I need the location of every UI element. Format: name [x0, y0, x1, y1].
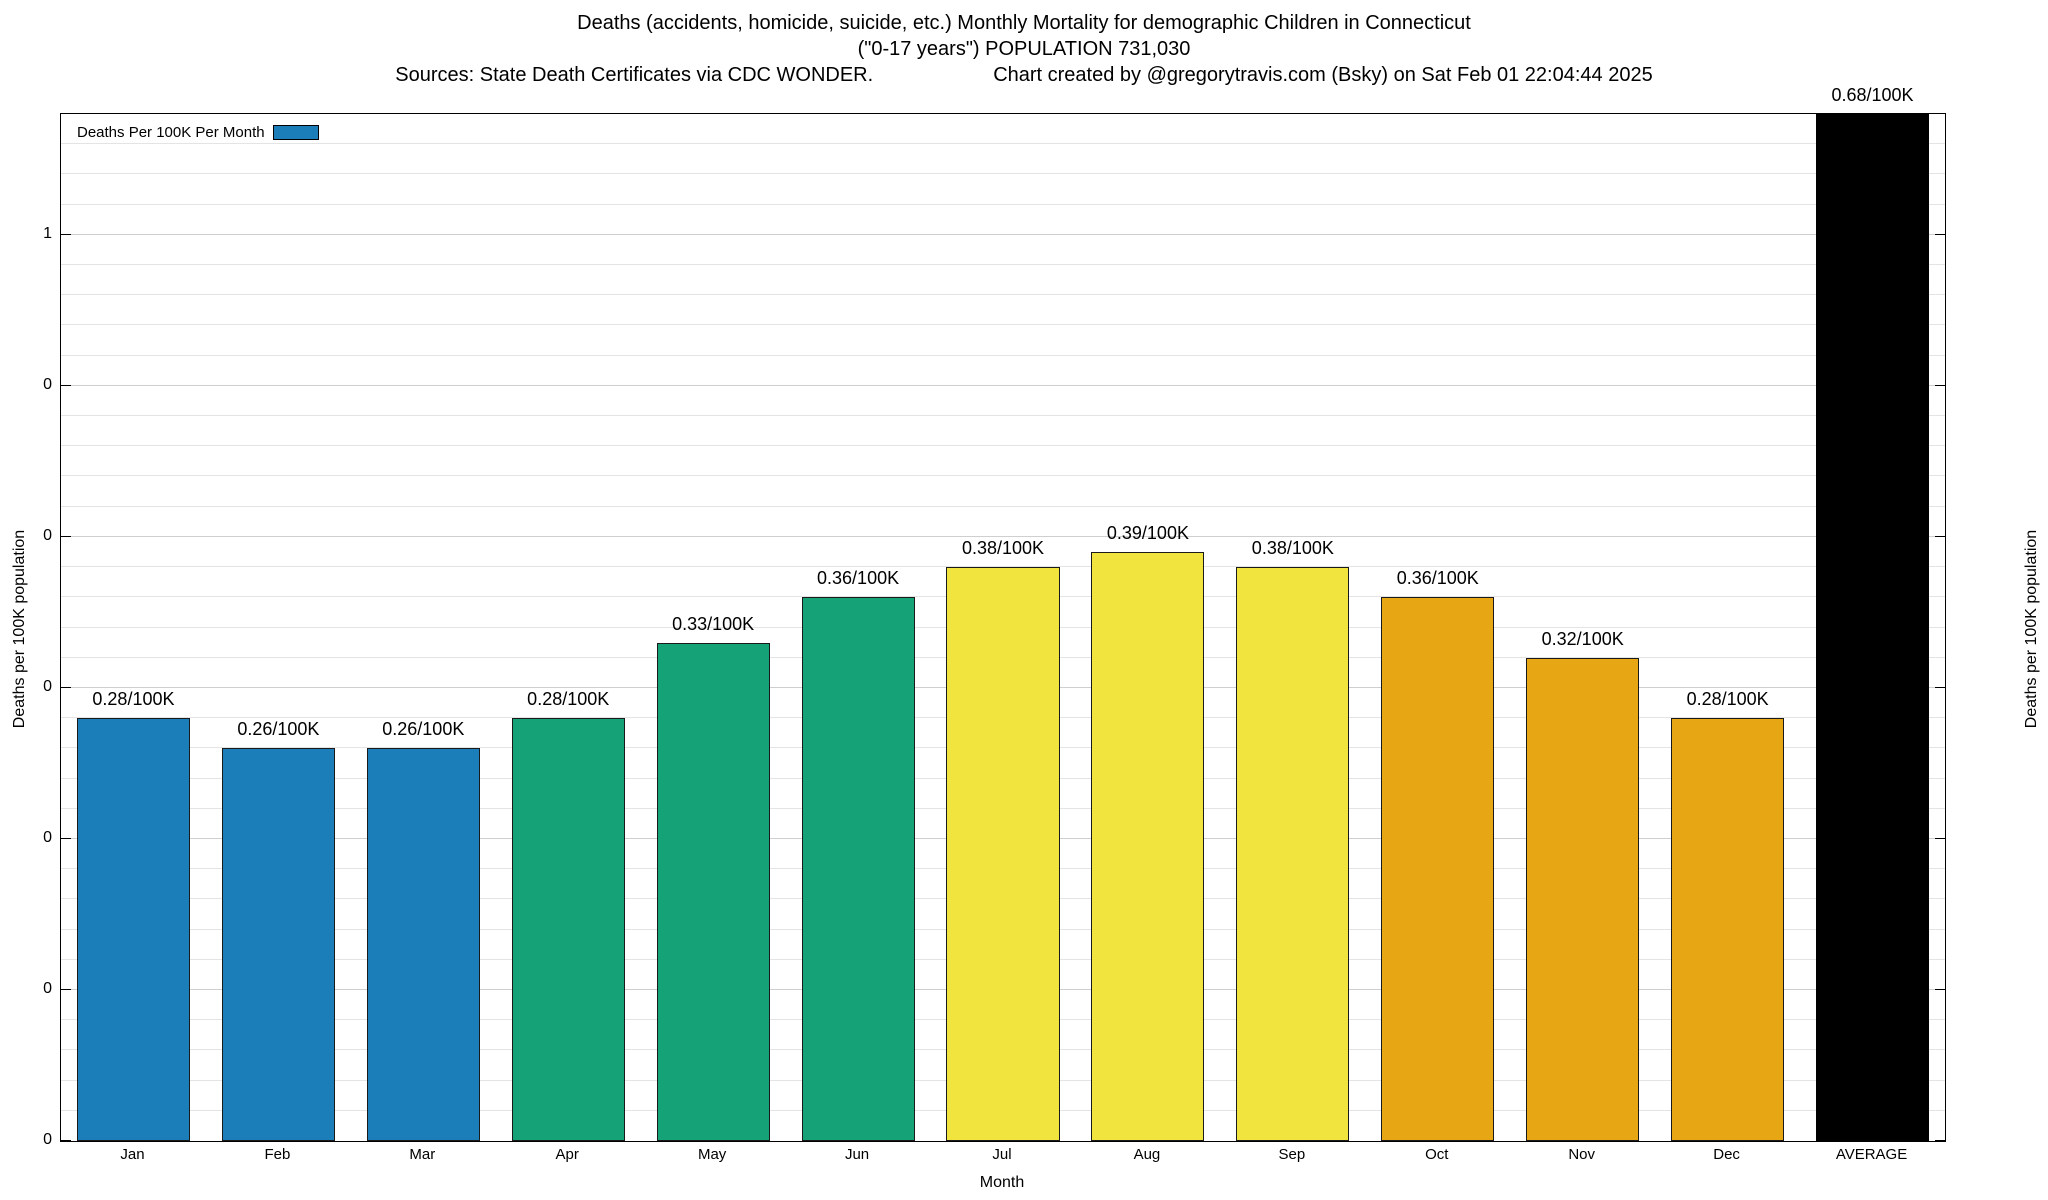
bar-mar: [366, 748, 480, 1141]
y-axis-tick: [61, 686, 71, 688]
chart-byline: Sources: State Death Certificates via CD…: [0, 62, 2048, 88]
minor-gridline: [61, 143, 1945, 145]
x-tick-label-mar: Mar: [409, 1146, 436, 1163]
minor-gridline: [61, 173, 1945, 175]
bar-dec: [1671, 718, 1785, 1141]
y-axis-tick: [61, 535, 71, 537]
bar-value-label-aug: 0.39/100K: [1106, 523, 1189, 543]
bar-value-label-mar: 0.26/100K: [382, 719, 465, 740]
legend-swatch: [272, 125, 319, 140]
bar-value-label-feb: 0.26/100K: [237, 719, 320, 740]
y-axis-label-right: Deaths per 100K population: [2023, 529, 2040, 729]
x-axis-label: Month: [979, 1174, 1025, 1191]
major-gridline: [61, 384, 1945, 386]
bar-aug: [1091, 552, 1205, 1141]
y-axis-tick-label: 1: [43, 224, 52, 242]
x-tick-label-dec: Dec: [1713, 1146, 1740, 1163]
bar-value-label-jan: 0.28/100K: [92, 689, 175, 710]
y-axis-tick-label: 0: [43, 677, 52, 695]
x-tick-label-jun: Jun: [844, 1146, 870, 1163]
chart-titles: Deaths (accidents, homicide, suicide, et…: [0, 10, 2048, 88]
minor-gridline: [61, 264, 1945, 266]
y-axis-tick: [61, 233, 71, 235]
y-axis-tick: [1935, 988, 1945, 990]
minor-gridline: [61, 294, 1945, 296]
x-tick-label-jan: Jan: [120, 1146, 145, 1163]
y-axis-tick: [1935, 686, 1945, 688]
bar-average: [1816, 114, 1930, 1141]
bar-nov: [1526, 657, 1640, 1141]
bar-may: [656, 642, 770, 1141]
minor-gridline: [61, 475, 1945, 477]
minor-gridline: [61, 505, 1945, 507]
y-axis-tick: [61, 837, 71, 839]
minor-gridline: [61, 415, 1945, 417]
bar-value-label-dec: 0.28/100K: [1686, 689, 1769, 710]
y-axis-tick: [61, 988, 71, 990]
y-axis-tick-label: 0: [43, 828, 52, 846]
y-axis-tick: [1935, 233, 1945, 235]
x-tick-label-sep: Sep: [1278, 1146, 1306, 1163]
x-tick-label-feb: Feb: [264, 1146, 291, 1163]
x-tick-label-aug: Aug: [1133, 1146, 1161, 1163]
bar-value-label-oct: 0.36/100K: [1396, 568, 1479, 589]
x-tick-label-oct: Oct: [1425, 1146, 1449, 1163]
bar-value-label-average: 0.68/100K: [1831, 85, 1914, 105]
y-axis-tick: [1935, 384, 1945, 386]
y-axis-tick-label: 0: [43, 1131, 52, 1148]
bar-value-label-jun: 0.36/100K: [817, 568, 900, 589]
plot-area: Deaths Per 100K Per Month 0.28/100K 0.26/…: [60, 85, 1946, 1142]
major-gridline: [61, 535, 1945, 537]
chart-sources: Sources: State Death Certificates via CD…: [395, 64, 874, 86]
minor-gridline: [61, 566, 1945, 568]
bar-jun: [801, 597, 915, 1141]
bar-apr: [511, 718, 625, 1141]
y-axis-tick-label: 0: [43, 979, 52, 997]
chart-title: Deaths (accidents, homicide, suicide, et…: [577, 12, 1471, 34]
bar-sep: [1236, 567, 1350, 1141]
minor-gridline: [61, 203, 1945, 205]
bar-value-label-nov: 0.32/100K: [1541, 628, 1624, 649]
chart-credit: Chart created by @gregorytravis.com (Bsk…: [993, 64, 1653, 86]
y-axis-tick: [1935, 535, 1945, 537]
bar-jul: [946, 567, 1060, 1141]
x-axis-tick-labels: Jan Feb Mar Apr May Jun Jul Aug Sep Oct Nov Dec AVER…: [60, 1146, 1944, 1163]
minor-gridline: [61, 354, 1945, 356]
major-gridline: [61, 233, 1945, 235]
y-axis-tick: [61, 1140, 71, 1141]
minor-gridline: [61, 324, 1945, 326]
y-axis-tick-label: 0: [43, 375, 52, 393]
bar-oct: [1381, 597, 1495, 1141]
y-axis-tick-label: 0: [43, 526, 52, 544]
chart-subtitle: ("0-17 years") POPULATION 731,030: [857, 38, 1191, 60]
legend-label: Deaths Per 100K Per Month: [77, 124, 265, 141]
y-axis-tick: [61, 384, 71, 386]
y-axis-label-left: Deaths per 100K population: [11, 529, 28, 729]
x-tick-label-may: May: [697, 1146, 727, 1163]
bar-jan: [76, 718, 190, 1141]
x-tick-label-average: AVERAGE: [1835, 1146, 1908, 1163]
legend: Deaths Per 100K Per Month: [77, 124, 319, 141]
bar-feb: [221, 748, 335, 1141]
x-tick-label-jul: Jul: [992, 1146, 1012, 1163]
x-tick-label-nov: Nov: [1568, 1146, 1596, 1163]
minor-gridline: [61, 445, 1945, 447]
y-axis-tick: [1935, 837, 1945, 839]
bar-value-label-may: 0.33/100K: [672, 613, 755, 634]
bar-value-label-sep: 0.38/100K: [1251, 538, 1334, 559]
y-axis-tick: [1935, 1140, 1945, 1141]
x-tick-label-apr: Apr: [555, 1146, 579, 1163]
bar-value-label-jul: 0.38/100K: [961, 538, 1045, 559]
bar-value-label-apr: 0.28/100K: [527, 689, 610, 710]
